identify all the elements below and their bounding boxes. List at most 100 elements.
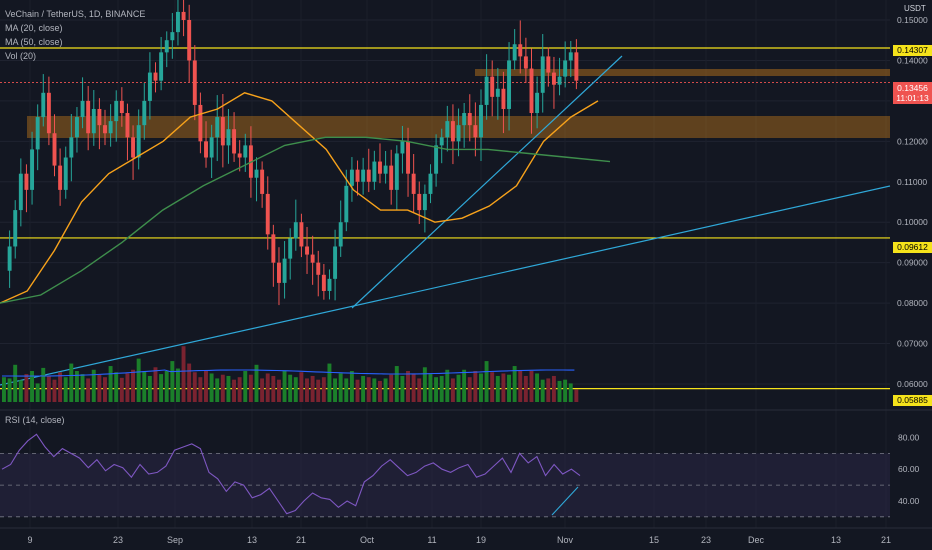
candle-body [422,193,427,211]
candle-body [52,133,57,166]
candle-body [18,173,23,211]
volume-bar [58,372,63,402]
volume-bar [63,377,68,402]
volume-bar [282,371,287,402]
candle-body [237,153,242,158]
volume-bar [394,366,399,402]
candle-body [366,169,371,182]
candle-body [456,125,461,142]
vol-legend[interactable]: Vol (20) [5,51,37,61]
volume-bar [355,379,360,402]
volume-bar [305,378,309,402]
volume-bar [411,373,416,402]
candle-body [265,193,270,235]
candle-body [41,92,46,118]
candle-body [103,125,107,134]
candle-body [204,141,208,158]
time-axis-tick: 15 [649,535,659,545]
volume-bar [181,346,186,402]
candle-body [91,108,96,134]
volume-bar [237,377,242,402]
candle-body [467,113,472,126]
volume-bar [310,375,315,402]
volume-bar [41,367,46,402]
candle-body [344,185,349,223]
volume-bar [13,364,18,402]
candle-body [209,137,214,158]
candle-body [557,76,562,85]
volume-bar [383,378,388,402]
candle-body [310,254,315,263]
rsi-legend[interactable]: RSI (14, close) [5,415,65,425]
volume-bar [417,378,422,402]
volume-bar [46,375,51,402]
volume-bar [551,375,556,402]
candle-body [316,262,321,275]
volume-bar [142,371,147,402]
candle-body [439,137,444,146]
volume-bar [512,366,517,402]
volume-bar [372,378,377,402]
candle-body [136,125,141,158]
volume-bar [377,380,382,402]
candle-body [406,141,411,174]
candle-body [501,88,506,109]
candle-body [394,153,399,190]
candle-body [181,11,186,20]
moving-averages [0,92,611,304]
candle-body [546,56,551,73]
rsi-axis-tick: 60.00 [898,464,920,474]
candle-body [147,72,152,101]
candle-body [551,72,556,85]
volume-bar [344,378,349,402]
candle-body [175,11,180,33]
ma20-line [0,92,599,304]
volume-bar [406,371,410,402]
support-low-price-label: 0.05885 [893,395,932,406]
candle-body [282,258,287,283]
volume-bar [422,367,427,402]
candle-body [192,60,197,105]
symbol-title: VeChain / TetherUS, 1D, BINANCE [5,9,146,19]
rsi-line [1,433,581,515]
volume-bar [108,366,113,402]
rsi-band [0,453,890,517]
candle-body [13,210,18,247]
ma20-legend[interactable]: MA (20, close) [5,23,63,33]
candle-body [114,100,119,122]
volume-bar [18,380,23,402]
candle-body [125,113,130,138]
volume-bar [349,371,354,402]
volume-bar [518,371,523,402]
volume-bar [69,363,74,402]
price-axis-tick: 0.10000 [897,217,928,227]
candle-body [299,222,304,247]
time-axis-tick: Dec [748,535,765,545]
candle-body [30,149,35,190]
volume-bar [361,375,366,402]
volume-bar [74,371,79,402]
volume-bar [490,372,495,402]
candle-body [277,262,281,283]
rsi-trendline [551,486,579,516]
volume-bar [529,371,534,402]
candle-body [80,100,85,118]
candle-body [417,193,422,211]
volume-bar [2,377,6,402]
ma50-legend[interactable]: MA (50, close) [5,37,63,47]
candle-body [305,246,309,255]
volume-bar [333,378,338,402]
candle-body [153,72,158,81]
volume-bar [136,358,141,402]
volume-bar [114,372,119,402]
candles [7,0,579,306]
candle-body [568,52,573,61]
volume-bar [232,379,237,402]
time-axis-tick: 19 [476,535,486,545]
volume-bar [265,373,270,402]
volume-bar [254,364,259,402]
candle-body [349,169,354,186]
candle-body [327,278,332,291]
volume-bar [35,383,40,402]
